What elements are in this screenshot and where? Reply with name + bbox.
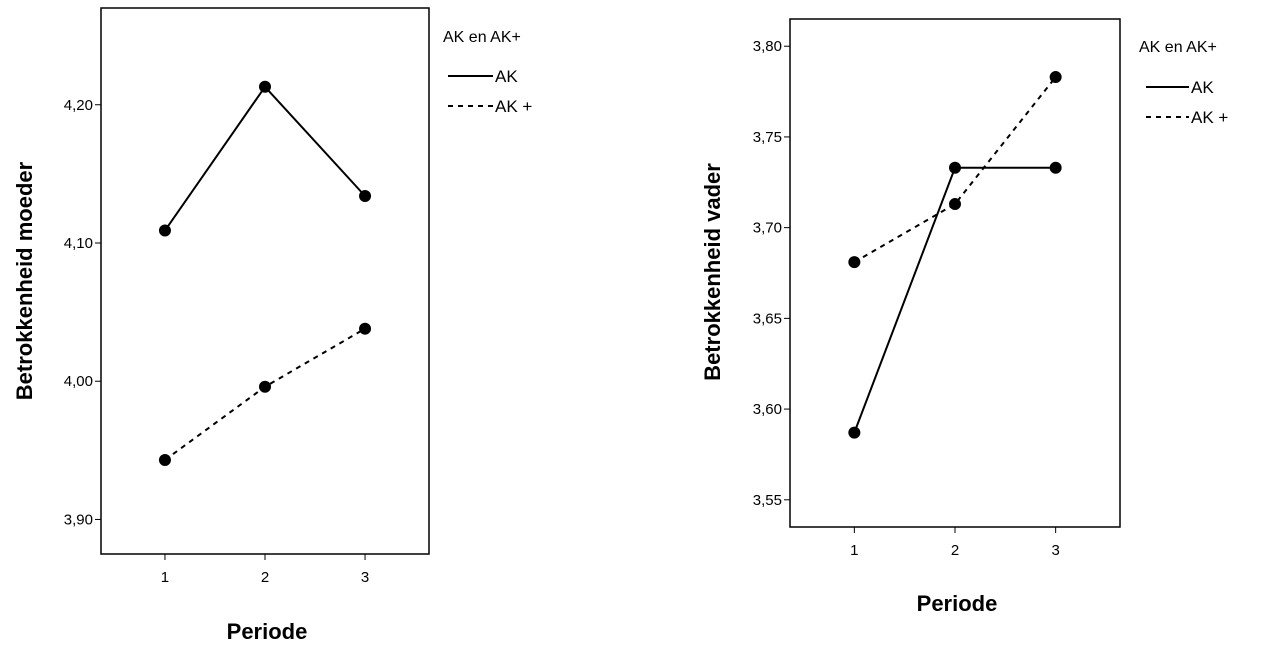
data-point-ak-plus	[848, 256, 861, 269]
y-tick-label: 3,55	[753, 492, 782, 509]
chart-left-svg: 3,90 4,00 4,10 4,20 1 2 3 Periode Betrokkenhe…	[12, 7, 532, 644]
data-point-ak	[158, 224, 171, 237]
y-tick-label: 4,10	[64, 235, 93, 252]
x-tick-label: 2	[261, 569, 269, 586]
data-point-ak-plus	[1049, 71, 1062, 84]
legend-label-ak-plus: AK +	[495, 97, 532, 116]
x-tick-label: 3	[1051, 542, 1059, 559]
data-point-ak	[359, 189, 372, 202]
x-tick-label: 1	[161, 569, 169, 586]
legend: AK en AK+ AK AK +	[1139, 39, 1228, 127]
y-tick-label: 3,60	[753, 401, 782, 418]
y-tick-label: 4,00	[64, 373, 93, 390]
legend-title: AK en AK+	[443, 29, 521, 46]
data-point-ak	[1049, 161, 1062, 174]
y-axis-title: Betrokkenheid vader	[700, 163, 725, 381]
y-axis-title: Betrokkenheid moeder	[12, 161, 37, 400]
y-tick-label: 3,65	[753, 310, 782, 327]
legend-label-ak: AK	[1191, 78, 1214, 97]
y-tick-label: 3,80	[753, 38, 782, 55]
chart-betrokkenheid-moeder: 3,90 4,00 4,10 4,20 1 2 3 Periode Betrokkenhe…	[0, 0, 600, 646]
plot-frame	[789, 18, 1121, 528]
y-tick-label: 3,75	[753, 129, 782, 146]
y-tick-label: 3,90	[64, 511, 93, 528]
chart-betrokkenheid-vader: 3,55 3,60 3,65 3,70 3,75 3,80 1 2 3 Periode Bet…	[690, 0, 1264, 646]
data-point-ak	[949, 161, 961, 174]
data-point-ak	[848, 426, 861, 439]
x-tick-label: 1	[850, 542, 858, 559]
data-point-ak-plus	[158, 454, 171, 467]
x-axis-title: Periode	[227, 619, 308, 644]
x-axis-ticks: 1 2 3	[161, 554, 369, 586]
chart-right-svg: 3,55 3,60 3,65 3,70 3,75 3,80 1 2 3 Periode Bet…	[700, 18, 1228, 616]
data-point-ak-plus	[949, 198, 961, 211]
legend-label-ak-plus: AK +	[1191, 108, 1228, 127]
legend-label-ak: AK	[495, 67, 518, 86]
series-line-ak-plus	[853, 76, 1057, 263]
legend-title: AK en AK+	[1139, 39, 1217, 56]
y-axis-ticks: 3,55 3,60 3,65 3,70 3,75 3,80	[753, 38, 790, 509]
y-tick-label: 4,20	[64, 97, 93, 114]
x-tick-label: 3	[361, 569, 369, 586]
x-tick-label: 2	[951, 542, 959, 559]
y-axis-ticks: 3,90 4,00 4,10 4,20	[64, 97, 101, 528]
legend: AK en AK+ AK AK +	[443, 29, 532, 116]
y-tick-label: 3,70	[753, 220, 782, 237]
x-axis-ticks: 1 2 3	[850, 527, 1060, 559]
series-layer	[848, 71, 1062, 439]
plot-frame	[100, 7, 430, 555]
data-point-ak-plus	[259, 380, 271, 393]
x-axis-title: Periode	[917, 591, 998, 616]
series-layer	[158, 80, 372, 467]
data-point-ak-plus	[359, 322, 372, 335]
data-point-ak	[259, 80, 271, 93]
